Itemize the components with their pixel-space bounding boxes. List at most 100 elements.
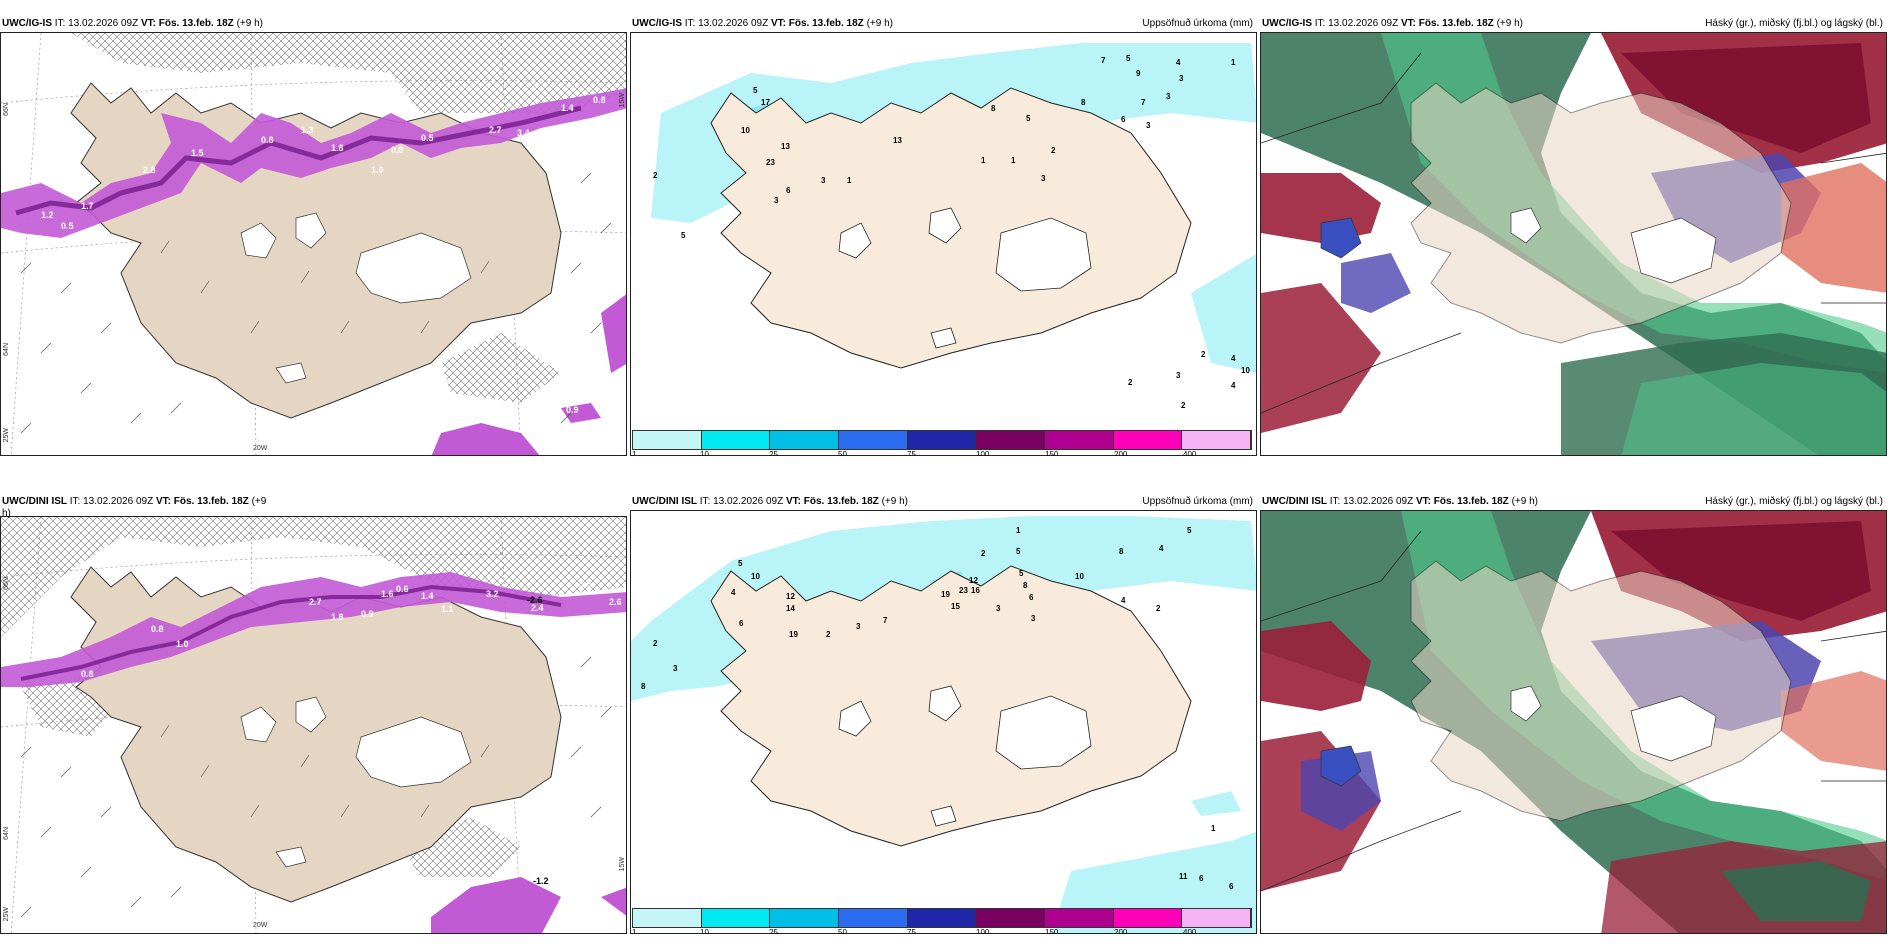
- lat-label-64n: 64N: [3, 343, 10, 356]
- svg-text:4: 4: [1176, 58, 1181, 67]
- legend-swatch: [1182, 431, 1252, 449]
- svg-text:3.0: 3.0: [579, 579, 592, 589]
- svg-text:2: 2: [1051, 146, 1056, 155]
- map-area: 1 5 8 4 5 2 10 4 2 5 6 3 3 8 12 15 19 23…: [630, 510, 1257, 934]
- legend-swatch: [976, 431, 1046, 449]
- svg-text:19: 19: [941, 590, 950, 599]
- panel-subtitle: Háský (gr.), miðský (fj.bl.) og lágský (…: [1705, 18, 1883, 29]
- svg-text:-2.6: -2.6: [527, 595, 543, 605]
- legend-swatch: [1182, 909, 1252, 927]
- svg-text:0.8: 0.8: [593, 95, 606, 105]
- svg-text:2: 2: [981, 549, 986, 558]
- legend-swatch: [1113, 909, 1183, 927]
- legend-swatch: [701, 431, 771, 449]
- lat-label-64n: 64N: [3, 827, 10, 840]
- svg-text:5: 5: [1187, 526, 1192, 535]
- legend-swatch: [1045, 431, 1114, 449]
- svg-text:1.7: 1.7: [81, 201, 94, 211]
- svg-text:23: 23: [959, 586, 968, 595]
- svg-text:12: 12: [786, 592, 795, 601]
- map-area: 3.0 2.6 -2.6 -1.2 2.7 1.8 0.6 3.2 2.4 0.…: [0, 516, 627, 934]
- svg-text:1: 1: [1211, 824, 1216, 833]
- iceland-landmass: [1410, 560, 1792, 822]
- legend-swatch: [1113, 431, 1183, 449]
- legend-swatch: [839, 431, 908, 449]
- lon-label-25w: 25W: [3, 428, 10, 443]
- svg-text:1.6: 1.6: [381, 589, 394, 599]
- legend-swatch: [633, 909, 702, 927]
- svg-text:1: 1: [981, 156, 986, 165]
- svg-text:2.4: 2.4: [531, 603, 544, 613]
- panel-bottom-right-clouds: UWC/DINI ISL IT: 13.02.2026 09Z VT: Fös.…: [1260, 492, 1887, 934]
- svg-text:7: 7: [1101, 56, 1106, 65]
- lat-label-66n: 66N: [3, 103, 10, 116]
- svg-text:3: 3: [1041, 174, 1046, 183]
- panel-top-middle-precip: UWC/IG-IS IT: 13.02.2026 09Z VT: Fös. 13…: [630, 14, 1257, 456]
- panel-top-right-clouds: UWC/IG-IS IT: 13.02.2026 09Z VT: Fös. 13…: [1260, 14, 1887, 456]
- legend-swatch: [907, 431, 977, 449]
- svg-text:8: 8: [991, 104, 996, 113]
- svg-text:3.2: 3.2: [486, 589, 499, 599]
- svg-text:10: 10: [1241, 366, 1250, 375]
- svg-text:4: 4: [1121, 596, 1126, 605]
- svg-text:6: 6: [1029, 593, 1034, 602]
- panel-title: UWC/DINI ISL IT: 13.02.2026 09Z VT: Fös.…: [1262, 496, 1538, 507]
- lon-label-20w: 20W: [253, 922, 268, 929]
- svg-text:14: 14: [786, 604, 795, 613]
- panel-subtitle: Háský (gr.), miðský (fj.bl.) og lágský (…: [1705, 496, 1883, 507]
- svg-text:0.5: 0.5: [9, 177, 22, 187]
- svg-text:0.9: 0.9: [361, 609, 374, 619]
- svg-text:2: 2: [653, 171, 658, 180]
- svg-text:3: 3: [996, 604, 1001, 613]
- svg-text:1: 1: [1016, 526, 1021, 535]
- svg-text:4: 4: [1231, 381, 1236, 390]
- svg-text:3: 3: [856, 622, 861, 631]
- svg-text:9: 9: [1136, 69, 1141, 78]
- svg-text:8: 8: [641, 682, 646, 691]
- svg-text:12: 12: [969, 576, 978, 585]
- svg-text:3: 3: [1176, 371, 1181, 380]
- svg-text:2.8: 2.8: [143, 165, 156, 175]
- svg-text:6: 6: [786, 186, 791, 195]
- svg-text:6: 6: [1199, 874, 1204, 883]
- legend-swatch: [976, 909, 1046, 927]
- lon-label-20w: 20W: [253, 445, 268, 452]
- svg-text:1.1: 1.1: [441, 604, 454, 614]
- panel-bottom-middle-precip: UWC/DINI ISL IT: 13.02.2026 09Z VT: Fös.…: [630, 492, 1257, 934]
- svg-text:5: 5: [738, 559, 743, 568]
- svg-text:1.4: 1.4: [561, 103, 574, 113]
- iceland-landmass: [1410, 82, 1792, 344]
- svg-text:4: 4: [731, 588, 736, 597]
- svg-text:3: 3: [1031, 614, 1036, 623]
- svg-text:3: 3: [1179, 74, 1184, 83]
- svg-text:6: 6: [1229, 882, 1234, 891]
- svg-text:10: 10: [751, 572, 760, 581]
- svg-text:2.7: 2.7: [309, 597, 322, 607]
- svg-text:0.6: 0.6: [396, 584, 409, 594]
- svg-text:3: 3: [821, 176, 826, 185]
- svg-text:6: 6: [1121, 115, 1126, 124]
- svg-text:7: 7: [883, 616, 888, 625]
- svg-text:10: 10: [1075, 572, 1084, 581]
- panel-bottom-left-wind: UWC/DINI ISL IT: 13.02.2026 09Z VT: Fös.…: [0, 492, 627, 934]
- map-area: 7 5 4 1 3 9 7 3 8 6 3 5 8 2 1 1 3 13 13 …: [630, 32, 1257, 456]
- svg-text:1: 1: [1011, 156, 1016, 165]
- svg-text:2: 2: [1181, 401, 1186, 410]
- map-area: [1260, 510, 1887, 934]
- panel-title: UWC/IG-IS IT: 13.02.2026 09Z VT: Fös. 13…: [632, 18, 893, 29]
- precip-color-legend: [632, 430, 1252, 450]
- svg-text:2.6: 2.6: [609, 597, 622, 607]
- svg-text:16: 16: [971, 586, 980, 595]
- panel-subtitle: Uppsöfnuð úrkoma (mm): [1142, 496, 1253, 507]
- svg-text:4: 4: [1159, 544, 1164, 553]
- svg-text:13: 13: [893, 136, 902, 145]
- legend-swatch: [907, 909, 977, 927]
- panel-title: UWC/IG-IS IT: 13.02.2026 09Z VT: Fös. 13…: [2, 18, 263, 29]
- panel-title: UWC/IG-IS IT: 13.02.2026 09Z VT: Fös. 13…: [1262, 18, 1523, 29]
- panel-title: UWC/DINI ISL IT: 13.02.2026 09Z VT: Fös.…: [632, 496, 908, 507]
- svg-text:3: 3: [1166, 92, 1171, 101]
- svg-text:1.8: 1.8: [331, 612, 344, 622]
- legend-swatch: [770, 431, 840, 449]
- svg-text:8: 8: [1023, 581, 1028, 590]
- lon-label-15w: 15W: [619, 93, 626, 108]
